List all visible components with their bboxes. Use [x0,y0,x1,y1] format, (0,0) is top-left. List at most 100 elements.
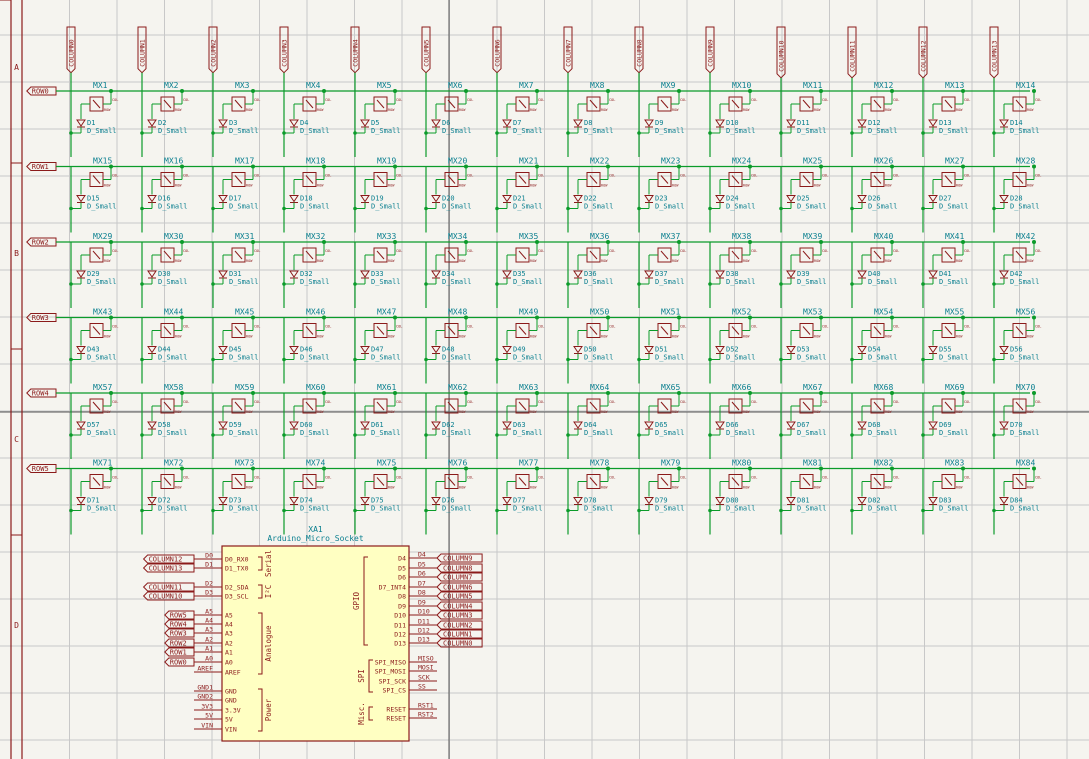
diode-ref: D51 [655,346,668,354]
switch-pin-row: ROW [885,108,892,112]
switch-ref: MX40 [874,232,893,241]
wire-junction [140,508,144,513]
net-label-text: COLUMN10 [149,593,183,601]
net-label-text: ROW0 [32,88,49,96]
switch-contact [802,99,811,109]
switch-pin-col: COL [325,98,331,102]
switch-pin-col: COL [893,400,899,404]
column-net-label: COLUMN9 [705,26,715,74]
diode-value: D_Small [300,429,330,437]
net-label-outline [26,86,57,96]
net-label-text: COLUMN6 [443,584,473,592]
switch-contact [944,477,953,486]
diode-ref: D31 [229,270,242,278]
switch-ref: MX67 [803,383,822,392]
switch-ref: MX1 [93,81,108,90]
wire-junction [890,391,894,395]
switch-ref: MX52 [732,308,751,317]
wire-junction [180,466,184,471]
switch-pin-col: COL [112,400,118,404]
diode-body [431,195,441,203]
switch-pin-row: ROW [530,108,537,112]
net-label-outline [66,26,76,74]
diode-body [644,270,654,278]
diode-body [76,195,86,203]
diode-ref: D68 [868,421,881,429]
diode-value: D_Small [371,127,401,135]
switch-pin-row: ROW [530,259,537,263]
diode-ref: D76 [442,497,455,505]
switch-ref: MX53 [803,308,822,317]
net-label-outline [492,26,502,74]
mcu-pin-name: D12 [394,631,406,639]
switch-pin-col: COL [325,400,331,404]
wire-junction [69,433,73,437]
wire-junction [819,315,823,320]
net-label-outline [26,162,57,171]
diode-body [928,119,938,127]
diode-ref: D30 [158,270,171,278]
wire-junction [850,282,854,286]
diode-ref: D20 [442,195,455,203]
diode-ref: D48 [442,346,455,354]
switch-contact [873,99,882,109]
net-label-text: COLUMN2 [443,622,473,630]
switch-contact [92,326,101,335]
switch-pin-col: COL [964,325,970,329]
switch-ref: MX41 [945,232,964,241]
diode-ref: D67 [797,421,810,429]
diode-body [715,346,725,354]
row-net-label: ROW5 [26,464,57,473]
switch-pin-row: ROW [885,184,892,188]
net-label-outline [421,26,431,74]
mcu-pin-name: 5V [225,716,233,724]
switch-ref: MX5 [377,81,392,90]
net-label-text: COLUMN5 [423,39,431,66]
net-label-text: COLUMN13 [149,565,183,573]
wire-junction [1032,315,1036,320]
net-label-outline [436,563,483,573]
wire-junction [464,391,468,395]
net-label-outline [26,464,57,473]
switch-pin-col: COL [964,174,970,178]
diode-value: D_Small [584,127,614,135]
mcu-pin-number: 3V3 [201,703,213,711]
switch-contact [234,250,243,260]
switch-ref: MX65 [661,383,680,392]
switch-ref: MX73 [235,459,254,468]
wire-junction [606,89,610,93]
switch-contact [944,401,953,411]
diode-ref: D8 [584,119,592,127]
wire-junction [992,206,996,211]
diode-ref: D69 [939,421,952,429]
switch-pin-col: COL [467,174,473,178]
wire-junction [251,466,255,471]
diode-body [999,195,1009,203]
switch-contact [731,477,740,486]
switch-contact [376,326,385,335]
column-net-label: COLUMN13 [989,26,999,79]
diode-value: D_Small [158,278,188,286]
diode-value: D_Small [797,278,827,286]
switch-pin-row: ROW [956,486,963,490]
wire-junction [779,206,783,211]
mcu-pin-name: SPI_SCK [379,678,406,686]
diode-ref: D60 [300,421,313,429]
net-label-text: COLUMN11 [149,584,183,592]
switch-pin-col: COL [822,325,828,329]
diode-body [573,119,583,127]
diode-ref: D52 [726,346,739,354]
switch-contact [660,99,669,109]
